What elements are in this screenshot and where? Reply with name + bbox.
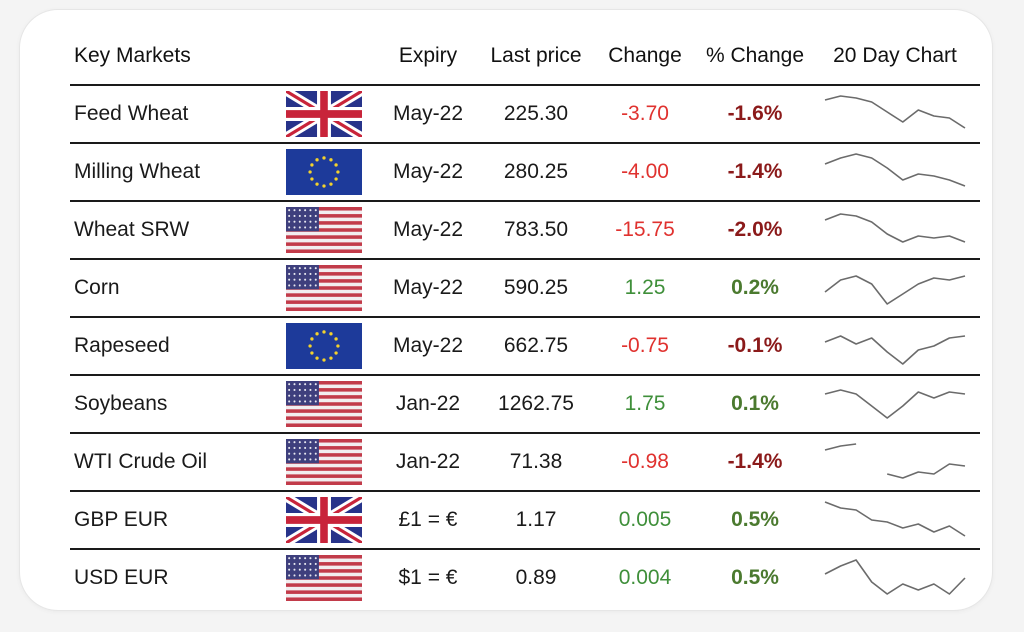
uk-flag-icon bbox=[286, 497, 362, 543]
expiry-cell: May-22 bbox=[374, 143, 482, 202]
table-row: GBP EUR £1 = €1.17 0.005 0.5% bbox=[70, 491, 980, 550]
eu-flag-icon bbox=[286, 149, 362, 195]
table-header-row: Key Markets Expiry Last price Change % C… bbox=[70, 28, 980, 86]
header-key-markets: Key Markets bbox=[70, 28, 274, 86]
pct-change-cell: 0.1% bbox=[700, 375, 810, 434]
pct-change-cell: -2.0% bbox=[700, 201, 810, 260]
sparkline-chart bbox=[820, 437, 970, 487]
pct-change-cell: -1.4% bbox=[700, 143, 810, 202]
table-row: Corn May-22 590.25 1.25 0.2% bbox=[70, 259, 980, 318]
sparkline-chart bbox=[820, 379, 970, 429]
key-markets-table: Key Markets Expiry Last price Change % C… bbox=[70, 28, 980, 606]
last-price-cell: 1262.75 bbox=[482, 375, 590, 434]
sparkline-chart bbox=[820, 553, 970, 603]
header-20-day-chart: 20 Day Chart bbox=[810, 28, 980, 86]
table-row: USD EUR $1 = € 0.89 0.004 0.5% bbox=[70, 549, 980, 606]
pct-change-cell: -1.6% bbox=[700, 85, 810, 144]
expiry-cell: May-22 bbox=[374, 201, 482, 260]
sparkline-chart bbox=[820, 147, 970, 197]
uk-flag-icon bbox=[286, 91, 362, 137]
table-row: Soybeans Jan-22 1262.75 1.75 0.1% bbox=[70, 375, 980, 434]
expiry-cell: May-22 bbox=[374, 259, 482, 318]
table-row: Rapeseed May-22 662.75 -0.75 -0.1% bbox=[70, 317, 980, 376]
sparkline-chart bbox=[820, 89, 970, 139]
header-flag-spacer bbox=[274, 28, 374, 86]
market-name: Corn bbox=[70, 259, 274, 318]
last-price-cell: 1.17 bbox=[482, 491, 590, 550]
us-flag-icon bbox=[286, 555, 362, 601]
change-cell: -0.75 bbox=[590, 317, 700, 376]
sparkline-chart bbox=[820, 205, 970, 255]
market-name: Feed Wheat bbox=[70, 85, 274, 144]
sparkline-chart bbox=[820, 495, 970, 545]
expiry-cell: Jan-22 bbox=[374, 433, 482, 492]
market-name: Milling Wheat bbox=[70, 143, 274, 202]
pct-change-cell: -0.1% bbox=[700, 317, 810, 376]
expiry-cell: Jan-22 bbox=[374, 375, 482, 434]
change-cell: -3.70 bbox=[590, 85, 700, 144]
expiry-cell: £1 = € bbox=[374, 491, 482, 550]
last-price-cell: 662.75 bbox=[482, 317, 590, 376]
header-expiry: Expiry bbox=[374, 28, 482, 86]
pct-change-cell: 0.5% bbox=[731, 566, 779, 589]
expiry-cell: $1 = € bbox=[398, 566, 458, 589]
change-cell: 0.004 bbox=[618, 566, 672, 589]
expiry-cell: May-22 bbox=[374, 85, 482, 144]
eu-flag-icon bbox=[286, 323, 362, 369]
change-cell: 0.005 bbox=[590, 491, 700, 550]
expiry-cell: May-22 bbox=[374, 317, 482, 376]
last-price-cell: 225.30 bbox=[482, 85, 590, 144]
key-markets-card: Key Markets Expiry Last price Change % C… bbox=[20, 10, 992, 610]
table-row: WTI Crude Oil Jan-22 71.38 -0.98 -1.4% bbox=[70, 433, 980, 492]
change-cell: -15.75 bbox=[590, 201, 700, 260]
change-cell: 1.25 bbox=[590, 259, 700, 318]
table-row: Milling Wheat May-22 280.25 -4.00 -1.4% bbox=[70, 143, 980, 202]
market-name: Soybeans bbox=[70, 375, 274, 434]
pct-change-cell: 0.5% bbox=[700, 491, 810, 550]
market-name: WTI Crude Oil bbox=[70, 433, 274, 492]
last-price-cell: 280.25 bbox=[482, 143, 590, 202]
last-price-cell: 71.38 bbox=[482, 433, 590, 492]
last-price-cell: 590.25 bbox=[482, 259, 590, 318]
us-flag-icon bbox=[286, 381, 362, 427]
table-row: Feed Wheat May-22 225.30 -3.70 -1.6% bbox=[70, 85, 980, 144]
market-name: USD EUR bbox=[74, 566, 169, 589]
last-price-cell: 783.50 bbox=[482, 201, 590, 260]
pct-change-cell: -1.4% bbox=[700, 433, 810, 492]
market-name: Rapeseed bbox=[70, 317, 274, 376]
us-flag-icon bbox=[286, 439, 362, 485]
change-cell: -4.00 bbox=[590, 143, 700, 202]
header-last-price: Last price bbox=[482, 28, 590, 86]
market-name: Wheat SRW bbox=[70, 201, 274, 260]
sparkline-chart bbox=[820, 263, 970, 313]
us-flag-icon bbox=[286, 265, 362, 311]
last-price-cell: 0.89 bbox=[515, 566, 557, 589]
table-row: Wheat SRW May-22 783.50 -15.75 -2.0% bbox=[70, 201, 980, 260]
sparkline-chart bbox=[820, 321, 970, 371]
market-name: GBP EUR bbox=[70, 491, 274, 550]
header-pct-change: % Change bbox=[700, 28, 810, 86]
us-flag-icon bbox=[286, 207, 362, 253]
pct-change-cell: 0.2% bbox=[700, 259, 810, 318]
change-cell: 1.75 bbox=[590, 375, 700, 434]
header-change: Change bbox=[590, 28, 700, 86]
change-cell: -0.98 bbox=[590, 433, 700, 492]
